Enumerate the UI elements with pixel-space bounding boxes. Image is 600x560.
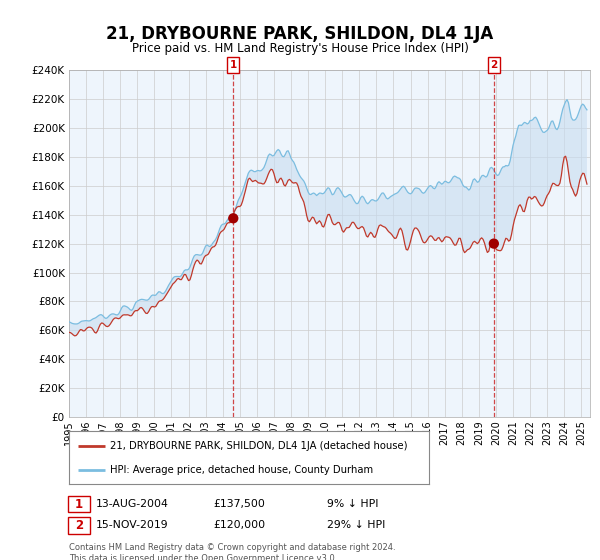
- Text: 29% ↓ HPI: 29% ↓ HPI: [327, 520, 385, 530]
- Point: [489, 239, 499, 248]
- Text: 15-NOV-2019: 15-NOV-2019: [96, 520, 169, 530]
- Text: 2: 2: [75, 519, 83, 532]
- Text: 13-AUG-2004: 13-AUG-2004: [96, 499, 169, 509]
- Text: 9% ↓ HPI: 9% ↓ HPI: [327, 499, 379, 509]
- Text: 21, DRYBOURNE PARK, SHILDON, DL4 1JA (detached house): 21, DRYBOURNE PARK, SHILDON, DL4 1JA (de…: [110, 441, 408, 451]
- Text: £137,500: £137,500: [213, 499, 265, 509]
- Text: 21, DRYBOURNE PARK, SHILDON, DL4 1JA: 21, DRYBOURNE PARK, SHILDON, DL4 1JA: [106, 25, 494, 43]
- Text: Contains HM Land Registry data © Crown copyright and database right 2024.
This d: Contains HM Land Registry data © Crown c…: [69, 543, 395, 560]
- Text: Price paid vs. HM Land Registry's House Price Index (HPI): Price paid vs. HM Land Registry's House …: [131, 42, 469, 55]
- Text: HPI: Average price, detached house, County Durham: HPI: Average price, detached house, Coun…: [110, 465, 374, 475]
- Point: [229, 214, 238, 223]
- Text: 1: 1: [230, 60, 237, 70]
- Text: 2: 2: [490, 60, 497, 70]
- Text: 1: 1: [75, 497, 83, 511]
- Text: £120,000: £120,000: [213, 520, 265, 530]
